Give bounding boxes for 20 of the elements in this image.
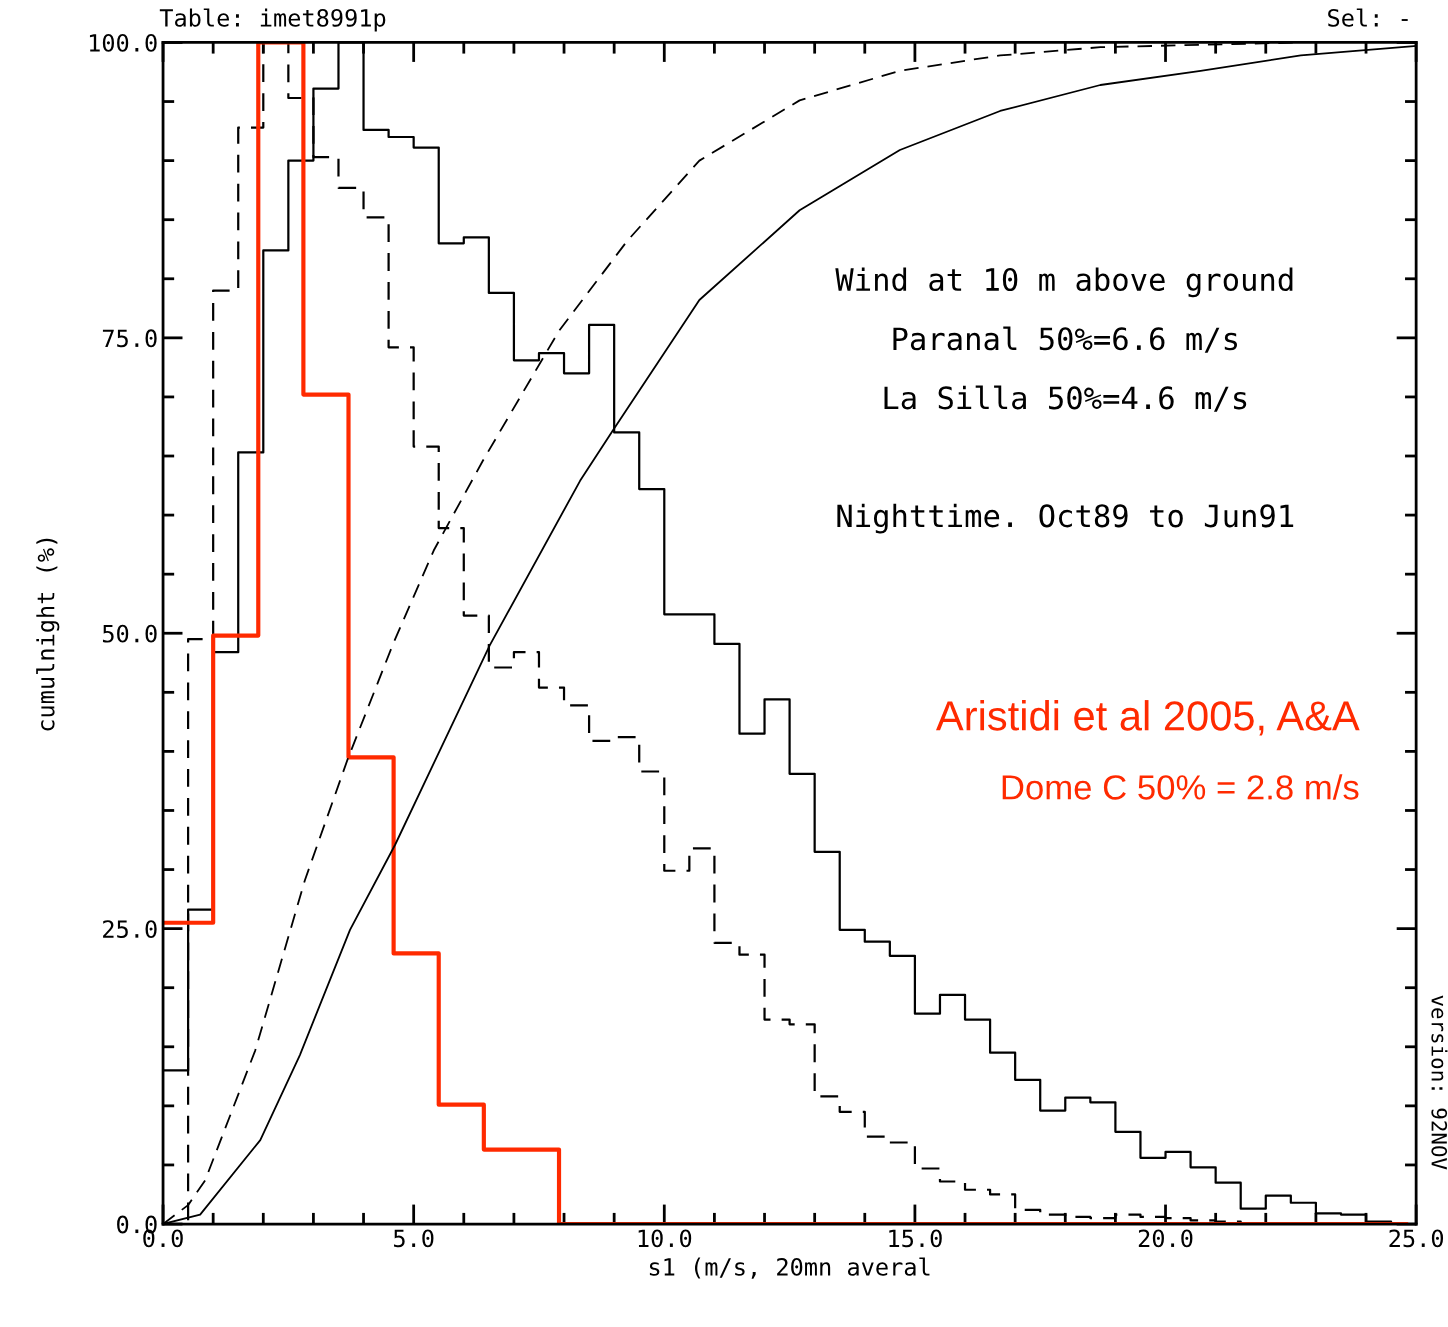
x-tick-label: 5.0 [393, 1229, 434, 1248]
chart-title: Table: imet8991p [159, 8, 386, 32]
y-tick-label: 25.0 [103, 920, 157, 938]
chart-subtitle: Sel: - [1328, 8, 1408, 27]
annotation: Aristidi et al 2005, A&A [936, 700, 1360, 736]
annotation: Dome C 50% = 2.8 m/s [1002, 774, 1359, 800]
x-tick-label: 10.0 [638, 1229, 692, 1248]
annotation: Paranal 50%=6.6 m/s [893, 326, 1238, 353]
y-axis-title: cumulnight (%) [36, 538, 60, 731]
x-tick-label: 15.0 [889, 1229, 942, 1248]
annotation: Nighttime. Oct89 to Jun91 [837, 503, 1294, 534]
text: version: 92NOV [1431, 995, 1448, 1170]
annotation: Wind at 10 m above ground [835, 267, 1293, 298]
y-tick-label: 100.0 [89, 33, 157, 52]
x-tick-label: 20.0 [1138, 1229, 1193, 1248]
x-axis-title: s1 (m/s, 20mn averal [649, 1257, 930, 1279]
y-tick-label: 75.0 [102, 329, 157, 348]
annotation: La Silla 50%=4.6 m/s [884, 385, 1247, 412]
x-tick-label: 25.0 [1389, 1229, 1444, 1248]
y-tick-label: 50.0 [102, 624, 157, 643]
